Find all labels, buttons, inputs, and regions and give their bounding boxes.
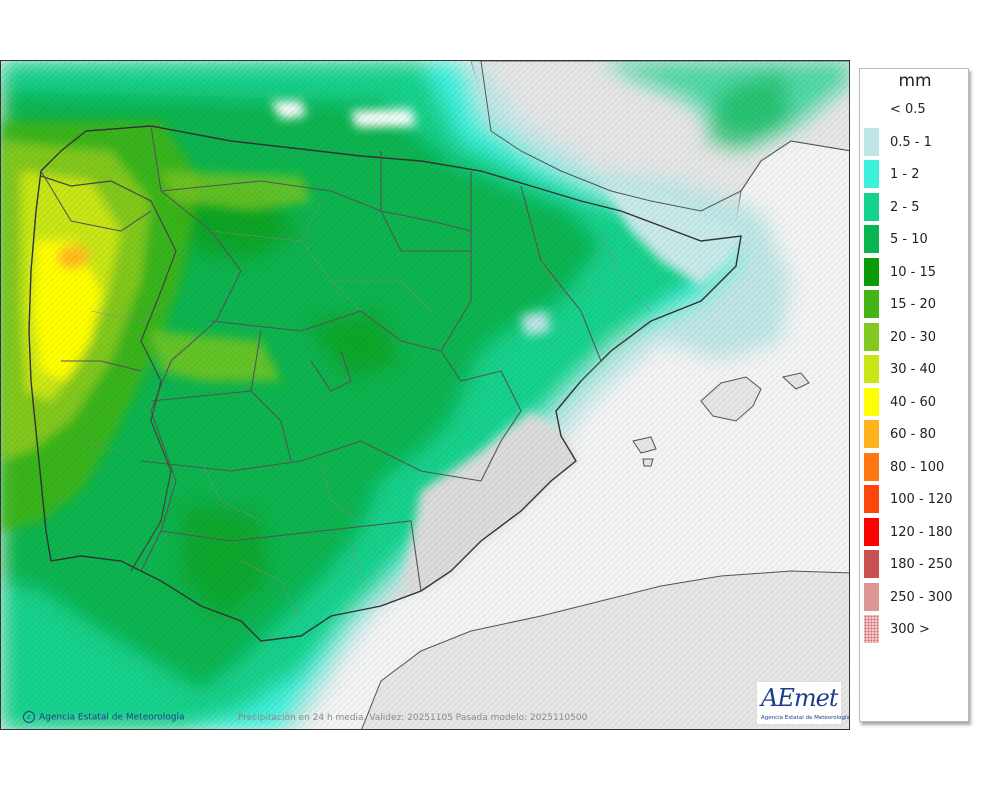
legend-label: 40 - 60 — [890, 394, 937, 410]
legend-label: 250 - 300 — [890, 589, 953, 605]
legend-item: 250 - 300 — [864, 582, 964, 613]
legend-item: 80 - 100 — [864, 452, 964, 483]
france-coast — [480, 61, 849, 212]
legend-unit: mm — [898, 71, 932, 91]
legend-label: 180 - 250 — [890, 557, 953, 572]
legend-label: 80 - 100 — [890, 459, 945, 475]
legend-panel: mm < 0.5 0.5 - 1 1 - 2 2 - 5 5 - 10 10 - 15 15… — [859, 68, 969, 722]
province-borders — [80, 200, 652, 622]
legend-swatch — [864, 225, 879, 253]
legend-swatch — [864, 95, 879, 123]
legend-item: 5 - 10 — [864, 225, 964, 255]
legend-swatch — [864, 420, 879, 448]
legend-label: 120 - 180 — [890, 524, 953, 540]
legend-label: 1 - 2 — [890, 167, 920, 182]
legend-item: 120 - 180 — [864, 517, 964, 548]
legend-swatch — [864, 290, 879, 318]
validity-caption: Precipitación en 24 h media. Validez: 20… — [238, 713, 588, 723]
legend-item: 100 - 120 — [864, 485, 964, 515]
legend-label: 100 - 120 — [890, 492, 953, 507]
legend-label: 300 > — [890, 622, 930, 637]
legend-item: 30 - 40 — [864, 355, 964, 385]
legend-item: 1 - 2 — [864, 160, 964, 190]
legend-swatch — [864, 582, 879, 611]
legend-swatch — [864, 257, 879, 286]
legend-item: 10 - 15 — [864, 257, 964, 288]
legend-label: 15 - 20 — [890, 297, 937, 312]
legend-swatch — [864, 452, 879, 481]
legend-item: 300 > — [864, 615, 964, 645]
legend-item: < 0.5 — [864, 95, 964, 125]
legend-swatch — [864, 485, 879, 513]
legend-label: 0.5 - 1 — [890, 134, 932, 150]
legend-swatch — [864, 615, 879, 643]
legend-label: 30 - 40 — [890, 362, 937, 377]
legend-item: 60 - 80 — [864, 420, 964, 450]
legend-label: 2 - 5 — [890, 199, 920, 215]
legend-item: 180 - 250 — [864, 550, 964, 580]
legend-item: 40 - 60 — [864, 387, 964, 418]
logo-wordmark: AEmet — [761, 684, 838, 712]
legend-label: < 0.5 — [890, 102, 926, 117]
copyright-text: c Agencia Estatal de Meteorología — [23, 711, 185, 723]
portugal-border — [40, 175, 177, 572]
legend-swatch — [864, 517, 879, 546]
precipitation-map[interactable]: c Agencia Estatal de Meteorología Precipi… — [0, 60, 850, 730]
legend-swatch — [864, 127, 879, 156]
legend-swatch — [864, 387, 879, 416]
legend-swatch — [864, 322, 879, 351]
copyright-label: Agencia Estatal de Meteorología — [39, 712, 185, 723]
legend-item: 15 - 20 — [864, 290, 964, 320]
aemet-logo[interactable]: AEmet Agencia Estatal de Meteorología — [756, 681, 849, 725]
legend-label: 5 - 10 — [890, 232, 928, 247]
copyright-icon: c — [23, 711, 35, 723]
legend-label: 60 - 80 — [890, 427, 937, 442]
legend-item: 20 - 30 — [864, 322, 964, 353]
logo-subtitle: Agencia Estatal de Meteorología — [761, 715, 850, 721]
legend-item: 0.5 - 1 — [864, 127, 964, 158]
legend-swatch — [864, 355, 879, 383]
relief-texture — [1, 61, 849, 729]
legend-swatch — [864, 550, 879, 578]
legend-label: 10 - 15 — [890, 264, 937, 280]
legend-swatch — [864, 160, 879, 188]
legend-item: 2 - 5 — [864, 192, 964, 223]
legend-swatch — [864, 192, 879, 221]
map-canvas — [1, 61, 849, 729]
legend-label: 20 - 30 — [890, 329, 937, 345]
